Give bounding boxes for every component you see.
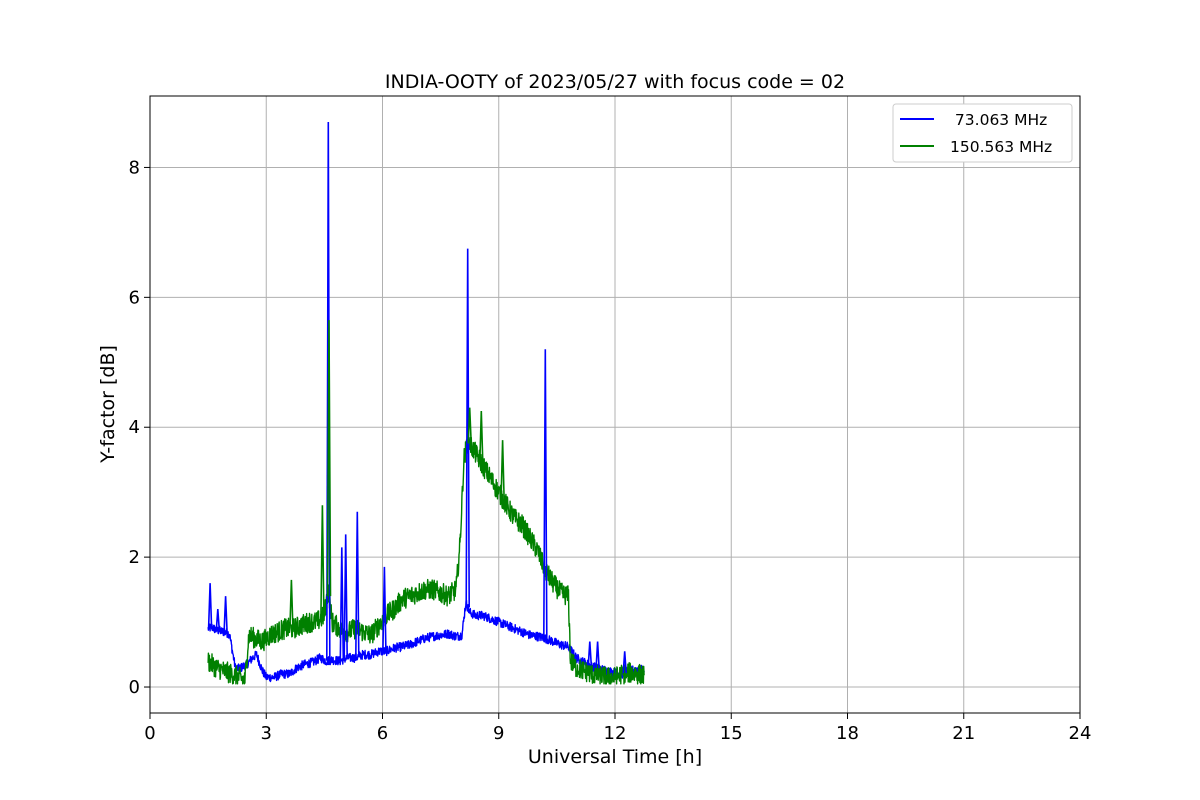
legend-box bbox=[892, 103, 1073, 163]
y-axis-title: Y-factor [dB] bbox=[97, 345, 119, 464]
spike-14 bbox=[320, 505, 325, 618]
y-tick-label: 2 bbox=[129, 547, 140, 568]
spike-5 bbox=[343, 534, 348, 659]
series-layer bbox=[207, 121, 645, 685]
x-tick-label: 9 bbox=[493, 723, 504, 744]
y-axis: 0 2 4 6 8 bbox=[129, 157, 150, 698]
spike-7 bbox=[382, 566, 387, 652]
spike-2 bbox=[223, 596, 228, 633]
y-tick-label: 4 bbox=[129, 417, 140, 438]
spike-8 bbox=[465, 248, 470, 608]
x-tick-label: 0 bbox=[144, 723, 155, 744]
spike-6 bbox=[355, 511, 360, 658]
y-tick-label: 8 bbox=[129, 157, 140, 178]
spike-4 bbox=[339, 547, 345, 661]
legend: 73.063 MHz 150.563 MHz bbox=[892, 103, 1073, 163]
legend-label-73mhz: 73.063 MHz bbox=[950, 111, 1047, 129]
x-tick-label: 21 bbox=[952, 723, 975, 744]
y-tick-label: 0 bbox=[129, 677, 140, 698]
spike-16 bbox=[467, 407, 472, 444]
spike-15 bbox=[326, 320, 332, 597]
x-tick-label: 18 bbox=[836, 723, 859, 744]
grid bbox=[149, 96, 1081, 713]
x-tick-label: 3 bbox=[261, 723, 272, 744]
series-line-0 bbox=[207, 599, 645, 683]
x-tick-label: 6 bbox=[377, 723, 388, 744]
x-tick-label: 15 bbox=[720, 723, 743, 744]
x-axis: 0 3 6 9 12 15 18 21 24 bbox=[144, 713, 1091, 744]
y-tick-label: 6 bbox=[129, 287, 140, 308]
x-axis-title: Universal Time [h] bbox=[528, 746, 702, 768]
x-tick-label: 12 bbox=[604, 723, 627, 744]
x-tick-label: 24 bbox=[1069, 723, 1092, 744]
spike-18 bbox=[500, 440, 505, 499]
spike-17 bbox=[479, 410, 484, 464]
spike-12 bbox=[622, 651, 627, 674]
legend-label-150mhz: 150.563 MHz bbox=[950, 138, 1052, 156]
spike-1 bbox=[215, 609, 221, 631]
spike-10 bbox=[587, 641, 593, 666]
spike-9 bbox=[543, 349, 548, 639]
spike-13 bbox=[289, 579, 294, 629]
spike-11 bbox=[595, 641, 600, 669]
spike-0 bbox=[207, 583, 213, 628]
chart-title: INDIA-OOTY of 2023/05/27 with focus code… bbox=[385, 71, 845, 93]
series-line-1 bbox=[207, 430, 645, 685]
